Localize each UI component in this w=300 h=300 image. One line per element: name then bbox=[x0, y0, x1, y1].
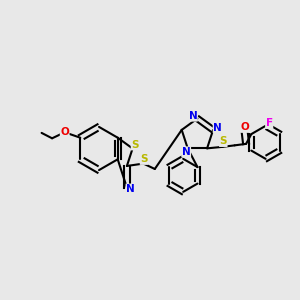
Text: O: O bbox=[60, 127, 69, 137]
Text: O: O bbox=[241, 122, 249, 132]
Text: S: S bbox=[140, 154, 148, 164]
Text: S: S bbox=[220, 136, 227, 146]
Text: N: N bbox=[182, 147, 190, 157]
Text: N: N bbox=[126, 184, 135, 194]
Text: F: F bbox=[266, 118, 273, 128]
Text: N: N bbox=[213, 122, 222, 133]
Text: S: S bbox=[131, 140, 139, 150]
Text: N: N bbox=[188, 111, 197, 121]
